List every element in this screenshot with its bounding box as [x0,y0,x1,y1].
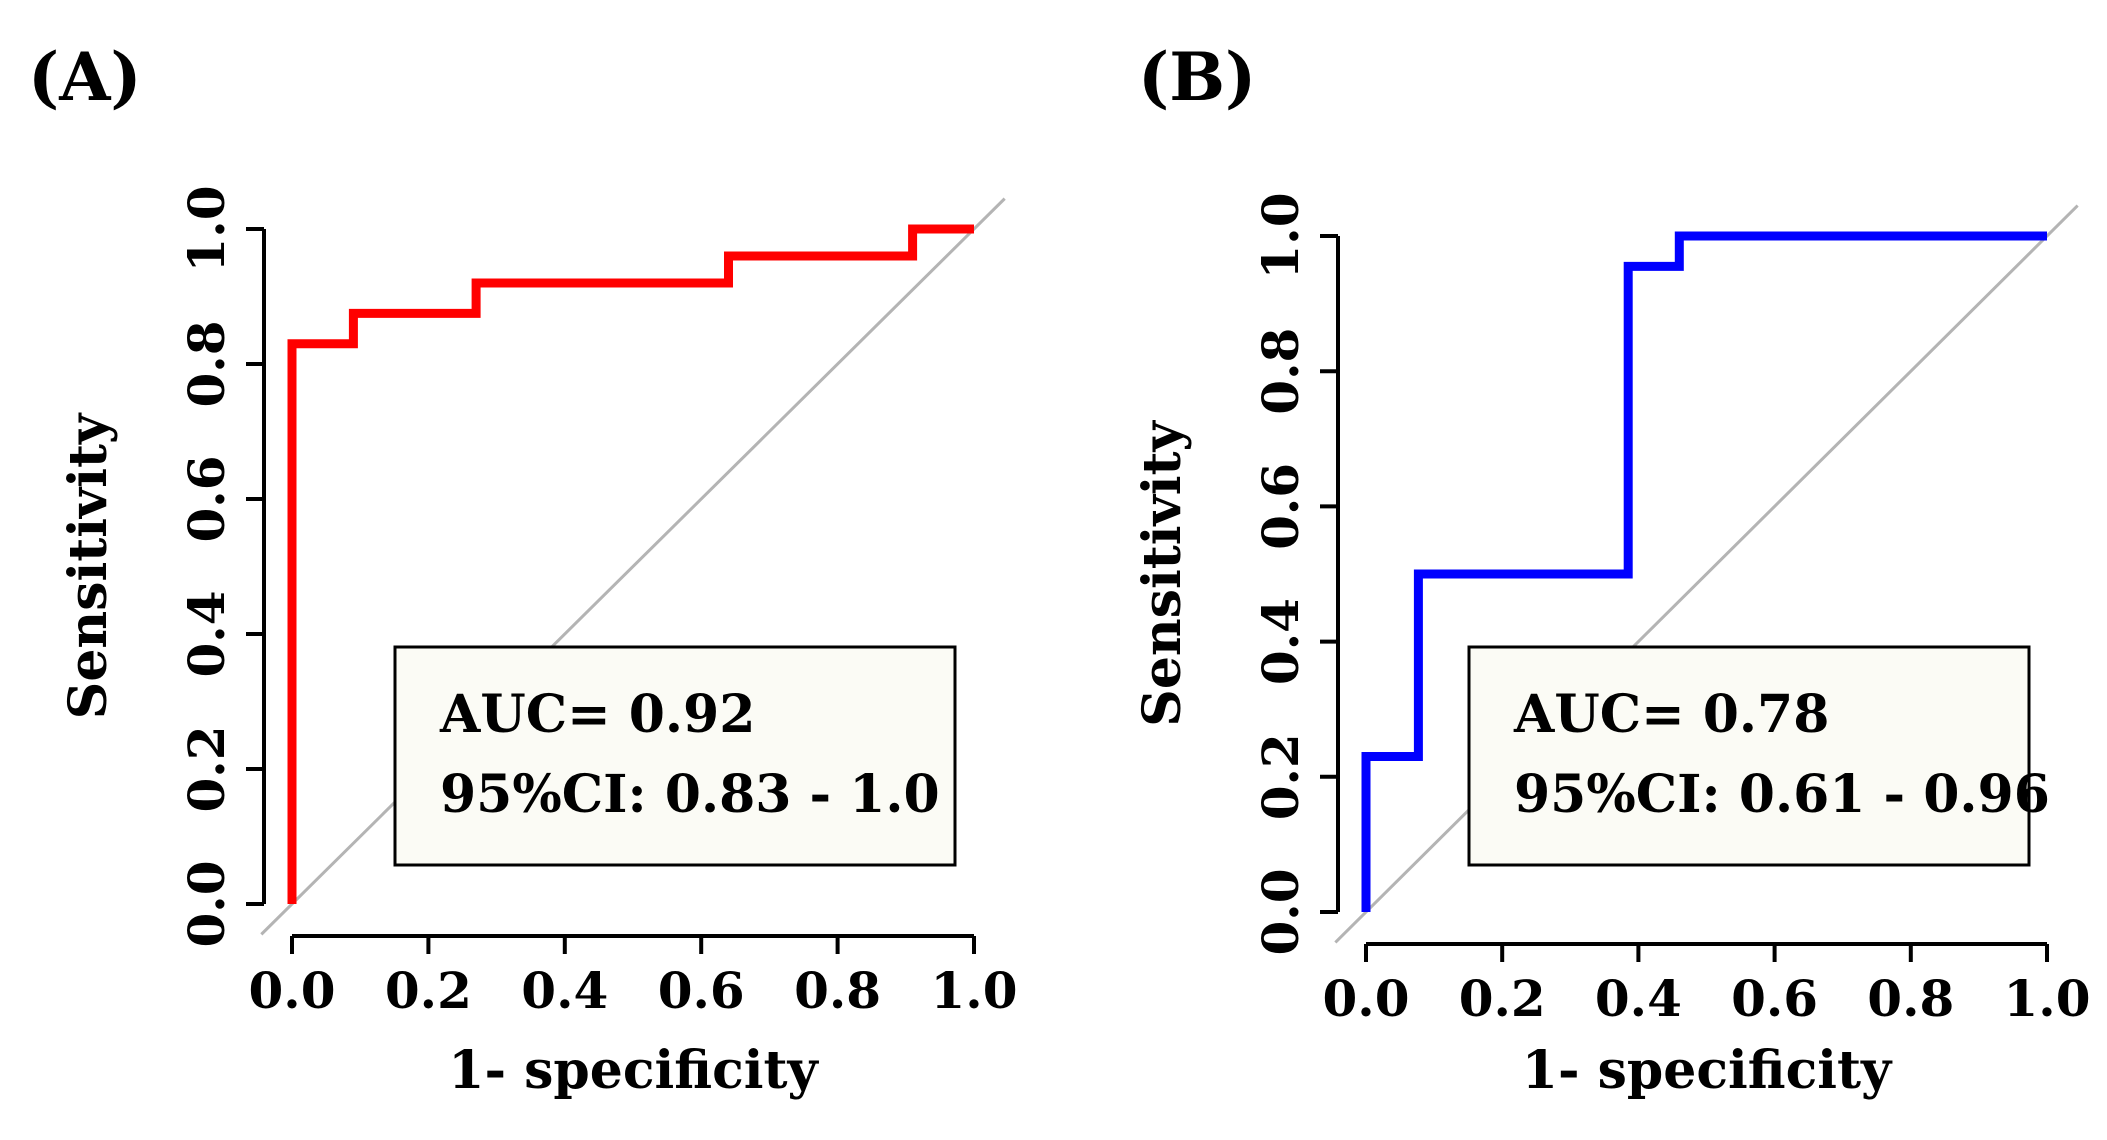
y-axis-title: Sensitivity [58,412,119,719]
y-axis-title: Sensitivity [1132,419,1193,726]
panel-label: (A) [28,38,142,116]
ci-text: 95%CI: 0.61 - 0.96 [1514,764,2050,825]
y-tick-label: 1.0 [177,186,236,273]
roc-curve [1361,231,2047,912]
x-tick-label: 0.4 [1595,969,1682,1028]
x-tick-label: 0.2 [385,961,472,1020]
x-tick-label: 0.6 [658,961,745,1020]
ci-text: 95%CI: 0.83 - 1.0 [440,764,940,825]
auc-text: AUC= 0.92 [439,684,755,745]
x-tick-label: 0.0 [249,961,336,1020]
diagonal-reference-line [1334,204,2079,944]
auc-annotation-box [393,645,957,867]
auc-annotation-box [1467,645,2031,867]
roc-panel-a: (A) 0.0 0.2 0.4 0.6 0.8 1.0 0.0 0.2 0.4 0.6 0.8 1.0 1… [28,38,1018,1101]
x-tick-label: 0.6 [1731,969,1818,1028]
roc-curve [287,224,974,904]
y-tick-label: 1.0 [1251,193,1310,280]
y-tick-label: 0.2 [177,726,236,813]
auc-text: AUC= 0.78 [1513,684,1829,745]
y-tick-label: 0.0 [1251,869,1310,956]
x-tick-label: 0.8 [794,961,881,1020]
x-axis-title: 1- specificity [448,1040,819,1101]
x-tick-label: 0.4 [521,961,608,1020]
y-tick-label: 0.2 [1251,733,1310,820]
y-tick-label: 0.8 [1251,328,1310,415]
y-tick-label: 0.4 [177,591,236,678]
x-tick-label: 0.2 [1459,969,1546,1028]
y-tick-label: 0.8 [177,321,236,408]
x-tick-label: 1.0 [2004,969,2091,1028]
roc-panel-b: (B) 0.0 0.2 0.4 0.6 0.8 1.0 0.0 0.2 0.4 0.6 0.8 1.0 1… [1132,38,2091,1101]
y-tick-label: 0.0 [177,861,236,948]
x-tick-label: 0.8 [1867,969,1954,1028]
x-tick-label: 0.0 [1323,969,1410,1028]
x-axis-title: 1- specificity [1522,1040,1893,1101]
y-tick-label: 0.4 [1251,598,1310,685]
x-tick-label: 1.0 [931,961,1018,1020]
diagonal-reference-line [260,197,1006,936]
panel-label: (B) [1138,38,1256,116]
y-tick-label: 0.6 [1251,463,1310,550]
y-tick-label: 0.6 [177,456,236,543]
